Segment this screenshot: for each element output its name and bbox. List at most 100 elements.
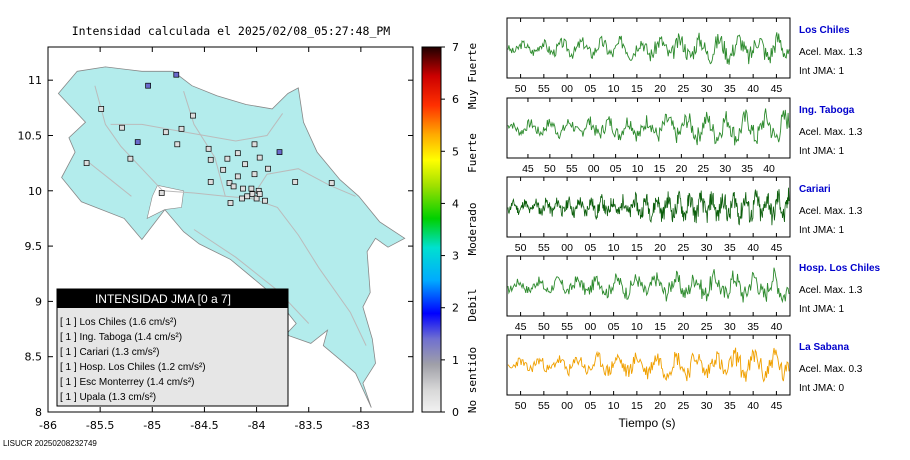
panel-int-jma: Int JMA: 1 (799, 66, 844, 77)
time-tick-label: 20 (654, 400, 666, 412)
panel-int-jma: Int JMA: 1 (799, 304, 844, 315)
panel-int-jma: Int JMA: 0 (799, 383, 844, 394)
station-marker (239, 195, 245, 202)
time-tick-label: 55 (538, 400, 550, 412)
colorbar-label-muy-fuerte: Muy Fuerte (466, 43, 479, 109)
y-tick-label: 8.5 (25, 351, 43, 364)
station-marker (158, 190, 165, 196)
time-tick-label: 20 (654, 83, 666, 95)
station-marker (244, 193, 251, 200)
time-tick-label: 45 (522, 163, 534, 175)
time-tick-label: 50 (515, 242, 527, 254)
road (89, 162, 132, 197)
time-tick-label: 35 (747, 321, 759, 333)
colorbar-label-no-sentido: No sentido (466, 347, 479, 413)
y-tick-label: 8 (35, 406, 42, 419)
station-marker (207, 179, 214, 185)
time-tick-label: 55 (561, 321, 573, 333)
time-tick-label: 25 (678, 400, 690, 412)
time-tick-label: 10 (632, 163, 644, 175)
station-marker (162, 129, 169, 136)
station-marker (230, 183, 237, 190)
road (94, 85, 252, 199)
time-tick-label: 30 (701, 83, 713, 95)
time-tick-label: 15 (631, 83, 643, 95)
time-tick-label: 20 (676, 163, 688, 175)
time-tick-label: 55 (538, 83, 550, 95)
waveform-panel: 45 50 55 00 05 10 15 20 25 30 35 40 Hosp. Los Chiles… (506, 255, 881, 333)
time-tick-label: 00 (585, 321, 597, 333)
time-axis-label: Tiempo (s) (619, 416, 676, 430)
y-tick-label: 11 (28, 74, 42, 87)
time-tick-label: 10 (608, 242, 620, 254)
time-tick-label: 40 (763, 163, 775, 175)
colorbar-tick-label: 3 (452, 250, 459, 263)
time-tick-label: 25 (701, 321, 713, 333)
panel-acel-max: Acel. Max. 1.3 (799, 285, 863, 296)
station-marker (220, 166, 227, 173)
time-tick-label: 15 (631, 400, 643, 412)
waveform-panels: 50 55 00 05 10 15 20 25 30 35 40 45 Los Chiles Acel. … (506, 17, 881, 412)
x-tick-label: -85 (143, 419, 161, 432)
legend-item: [ 1 ] Cariari (1.3 cm/s²) (60, 347, 159, 358)
legend-item: [ 1 ] Hosp. Los Chiles (1.2 cm/s²) (60, 362, 206, 373)
station-marker (234, 173, 241, 180)
map-land (57, 66, 406, 408)
station-marker (190, 112, 196, 119)
road (193, 229, 310, 324)
time-tick-label: 40 (747, 242, 759, 254)
waveform-trace (507, 108, 790, 146)
time-tick-label: 05 (585, 242, 597, 254)
waveform-panel: 45 50 55 00 05 10 15 20 25 30 35 40 Ing. Taboga Acel.… (506, 97, 863, 175)
time-tick-label: 30 (724, 321, 736, 333)
time-tick-label: 20 (678, 321, 690, 333)
waveform-panel: 50 55 00 05 10 15 20 25 30 35 40 45 Los Chiles Acel. … (506, 17, 863, 95)
map-legend: INTENSIDAD JMA [0 a 7] [ 1 ] Los Chiles … (56, 288, 289, 407)
time-tick-label: 05 (585, 400, 597, 412)
panel-station-name: Los Chiles (799, 25, 850, 36)
x-tick-label: -86 (39, 419, 57, 432)
y-tick-label: 10.5 (18, 129, 43, 142)
time-tick-label: 00 (561, 400, 573, 412)
station-marker (253, 195, 260, 202)
waveform-trace (507, 32, 790, 65)
colorbar: 0 1 2 3 4 5 6 7 No sentido Debil Moderado Fuert… (421, 41, 479, 419)
colorbar-tick-label: 0 (452, 406, 459, 419)
colorbar-tick-label: 6 (452, 93, 459, 106)
time-tick-label: 30 (719, 163, 731, 175)
road (110, 113, 284, 142)
colorbar-label-fuerte: Fuerte (466, 133, 479, 173)
time-tick-label: 45 (771, 400, 783, 412)
station-marker (224, 155, 231, 162)
time-tick-label: 10 (631, 321, 643, 333)
y-tick-label: 9 (35, 295, 42, 308)
gulf-of-nicoya (146, 184, 184, 219)
time-tick-label: 30 (701, 400, 713, 412)
time-tick-label: 35 (724, 242, 736, 254)
time-tick-label: 10 (608, 400, 620, 412)
station-marker (276, 149, 283, 155)
costa-rica-land (57, 66, 406, 408)
station-marker (119, 124, 125, 131)
time-tick-label: 50 (515, 400, 527, 412)
time-tick-label: 15 (631, 242, 643, 254)
time-tick-label: 40 (747, 400, 759, 412)
panel-frame (506, 255, 791, 317)
station-marker (242, 161, 248, 168)
station-marker (174, 141, 181, 148)
x-tick-label: -83 (352, 419, 370, 432)
legend-item: [ 1 ] Esc Monterrey (1.4 cm/s²) (60, 377, 194, 388)
station-marker (134, 139, 141, 145)
time-tick-label: 50 (538, 321, 550, 333)
station-marker (83, 160, 90, 166)
time-tick-label: 30 (701, 242, 713, 254)
station-marker (207, 156, 214, 163)
time-tick-label: 10 (608, 83, 620, 95)
colorbar-label-moderado: Moderado (466, 203, 479, 256)
station-marker (145, 82, 151, 89)
legend-item: [ 1 ] Upala (1.3 cm/s²) (60, 392, 156, 403)
time-tick-label: 15 (654, 321, 666, 333)
panel-station-name: La Sabana (799, 342, 849, 353)
station-marker (328, 180, 335, 186)
